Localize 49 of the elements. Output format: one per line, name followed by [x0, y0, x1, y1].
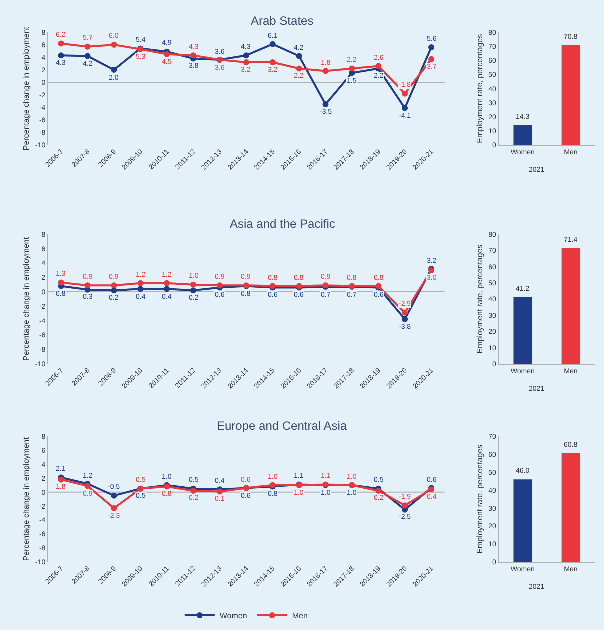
point	[376, 63, 382, 70]
point	[428, 56, 435, 62]
point	[84, 282, 91, 289]
point	[428, 44, 435, 50]
y-axis-title: Percentage change in employment	[22, 236, 32, 362]
point	[138, 286, 144, 292]
point	[111, 505, 118, 512]
point	[111, 492, 118, 499]
legend-label: Men	[292, 612, 308, 621]
point	[164, 280, 170, 286]
chart-title: Europe and Central Asia	[217, 419, 348, 433]
point	[402, 310, 408, 316]
point	[190, 282, 197, 288]
point	[138, 280, 144, 286]
y-axis-title: Percentage change in employment	[22, 436, 32, 562]
point	[243, 60, 250, 66]
point	[58, 52, 64, 59]
point	[349, 66, 356, 72]
point	[111, 42, 118, 48]
point	[190, 288, 197, 294]
point	[111, 282, 118, 289]
point	[84, 483, 91, 490]
point	[270, 60, 276, 66]
point	[296, 53, 302, 60]
point	[190, 52, 197, 59]
point	[296, 66, 302, 72]
point	[164, 286, 170, 292]
chart-title: Arab States	[251, 14, 314, 28]
point	[84, 44, 91, 50]
point	[84, 53, 91, 60]
point	[402, 502, 408, 509]
y-axis-title: Employment rate, percentages	[475, 444, 484, 554]
point	[58, 280, 64, 286]
point	[243, 52, 250, 59]
point	[402, 105, 408, 112]
point	[322, 102, 329, 108]
point	[322, 68, 329, 74]
chart-title: Asia and the Pacific	[230, 217, 336, 231]
point	[164, 51, 170, 58]
point	[58, 40, 64, 47]
y-axis-title: Employment rate, percentages	[475, 34, 484, 144]
point	[402, 316, 408, 322]
point	[111, 288, 118, 294]
point	[402, 90, 408, 97]
legend-label: Women	[220, 612, 248, 621]
point	[111, 67, 118, 74]
y-axis-title: Employment rate, percentages	[475, 244, 484, 354]
point	[270, 41, 276, 48]
y-axis-title: Percentage change in employment	[22, 26, 32, 151]
